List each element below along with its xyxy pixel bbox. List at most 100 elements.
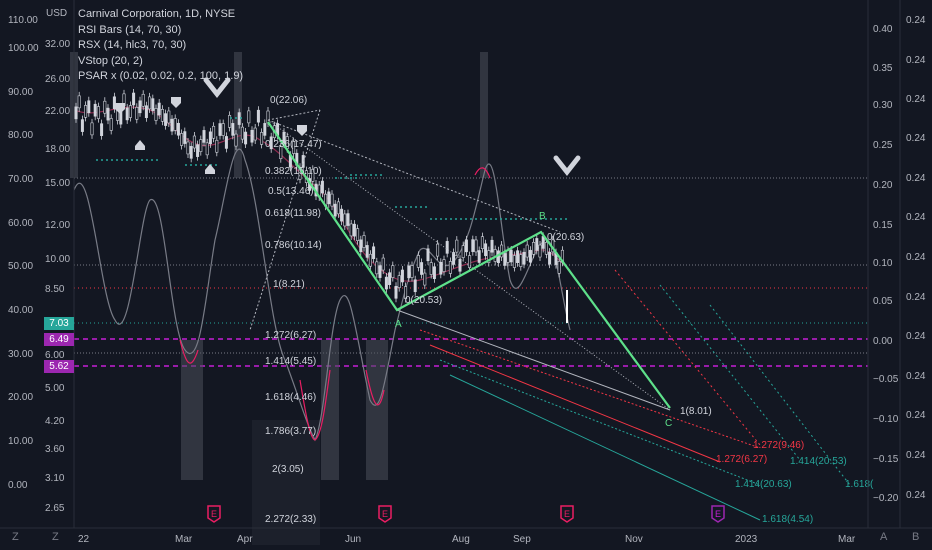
proj-label-4: 1.414(20.63) (735, 479, 792, 490)
candle-body (452, 252, 456, 265)
earnings-marker-label: E (211, 509, 217, 519)
candle-body (330, 193, 334, 207)
indicator-rsx[interactable]: RSX (14, hlc3, 70, 30) (78, 39, 187, 51)
time-axis-label: Jun (345, 534, 361, 545)
candle-body (500, 244, 504, 258)
price-scale-label: 6.00 (45, 350, 65, 361)
candle-body (151, 98, 155, 111)
candle-body (253, 127, 257, 141)
candle-body (333, 203, 337, 217)
price-scale-label: 18.00 (45, 144, 70, 155)
indicator-rsi-bars[interactable]: RSI Bars (14, 70, 30) (78, 23, 182, 36)
wave-c-value: 1(8.01) (680, 406, 712, 417)
rsi-scale-label: 70.00 (8, 174, 33, 185)
candle-body (365, 245, 369, 258)
rsi-scale[interactable]: 110.00 100.00 90.00 80.00 70.00 60.00 50.00 40.… (8, 15, 39, 491)
candle-body (144, 105, 148, 119)
grid (74, 177, 868, 354)
rsi-scale-label: 60.00 (8, 218, 33, 229)
candle-body (442, 259, 446, 272)
candle-body (349, 223, 353, 237)
candle-body (480, 236, 484, 249)
earnings-marker[interactable]: E (378, 505, 392, 523)
candle-body (112, 96, 116, 110)
rsi-scale-label: 40.00 (8, 305, 33, 316)
rsx-line (73, 148, 571, 442)
earnings-marker[interactable]: E (560, 505, 574, 523)
chevron-down-icon (203, 77, 231, 99)
price-scale[interactable]: 32.00 26.00 22.00 18.00 15.00 12.00 10.00 8.50 6… (45, 39, 70, 514)
psar-markers (115, 97, 307, 174)
time-axis[interactable]: 22 Mar Apr Jun Aug Sep Nov 2023 Mar (78, 534, 856, 545)
time-axis-label: 22 (78, 534, 90, 545)
price-scale-label: 3.10 (45, 473, 65, 484)
proj-label-6: 1.618( (845, 479, 874, 490)
candle-body (413, 279, 417, 293)
earnings-marker[interactable]: E (207, 505, 221, 523)
candle-body (269, 136, 273, 150)
candle-body (445, 241, 449, 254)
rsi-scale-label: 20.00 (8, 392, 33, 403)
chevron-down-icon (553, 155, 581, 177)
zoom-button-1[interactable]: Z (12, 531, 19, 543)
fib-level-label: 0.786(10.14) (265, 240, 322, 251)
candle-body (170, 118, 174, 132)
right-scale-2-label: 0.24 (906, 490, 926, 501)
candle-body (352, 223, 356, 237)
candle-body (458, 258, 462, 272)
right-scale-2-label: 0.24 (906, 410, 926, 421)
candle-body (77, 95, 81, 109)
time-axis-label: 2023 (735, 534, 758, 545)
candle-body (541, 236, 545, 249)
earnings-marker[interactable]: E (711, 505, 725, 523)
earnings-marker-label: E (382, 509, 388, 519)
candle-body (260, 132, 264, 145)
zoom-button-2[interactable]: Z (52, 531, 59, 543)
fib-level-label: 1.272(6.27) (265, 330, 316, 341)
price-scale-label: 2.65 (45, 503, 65, 514)
right-scale-1-label: 0.35 (873, 63, 893, 74)
right-scale-1-label: −0.20 (873, 493, 899, 504)
price-scale-label: 22.00 (45, 106, 70, 117)
right-scale-2-label: 0.24 (906, 212, 926, 223)
candle-body (368, 253, 372, 267)
candle-body (512, 255, 516, 268)
auto-scale-button[interactable]: A (880, 531, 888, 543)
candle-body (263, 123, 267, 136)
candle-body (186, 141, 190, 155)
chart-legend[interactable]: Carnival Corporation, 1D, NYSE RSI Bars … (78, 7, 243, 85)
fib-level-label: 0.5(13.46) (268, 186, 314, 197)
candle-body (74, 106, 78, 120)
candle-body (183, 131, 187, 144)
price-scale-label: 5.00 (45, 383, 65, 394)
candle-body (90, 122, 94, 136)
candle-body (391, 265, 395, 278)
right-scale-2-label: 0.24 (906, 252, 926, 263)
rsi-scale-label: 10.00 (8, 436, 33, 447)
candle-body (525, 244, 529, 258)
candle-body (420, 262, 424, 275)
price-tag-purple-1: 6.49 (44, 333, 74, 346)
right-scale-2[interactable]: 0.24 0.24 0.24 0.24 0.24 0.24 0.24 0.24 0.24 0.24… (906, 15, 926, 501)
scale-b-button[interactable]: B (912, 531, 920, 543)
candle-body (189, 146, 193, 159)
indicator-vstop[interactable]: VStop (20, 2) (78, 54, 143, 67)
candle-body (397, 275, 401, 288)
symbol-title[interactable]: Carnival Corporation, 1D, NYSE (78, 8, 236, 20)
proj-label-1: 1.272(9.46) (753, 440, 804, 451)
candle-body (221, 123, 225, 136)
candle-body (448, 261, 452, 274)
indicator-psar[interactable]: PSAR x (0.02, 0.02, 0.2, 100, 1.9) (78, 70, 244, 82)
candle-body (128, 105, 132, 118)
price-tag-green: 7.03 (44, 317, 74, 330)
fib-level-label: 0.382(15.10) (265, 166, 322, 177)
rsi-scale-label: 0.00 (8, 480, 28, 491)
candle-body (327, 191, 331, 205)
candle-body (244, 131, 248, 145)
right-scale-1[interactable]: 0.40 0.35 0.30 0.25 0.20 0.15 0.10 0.05 0.00 −0.0… (873, 24, 899, 504)
candle-body (535, 238, 539, 251)
candle-body (544, 242, 548, 255)
proj-label-5: 1.618(4.54) (762, 514, 813, 525)
